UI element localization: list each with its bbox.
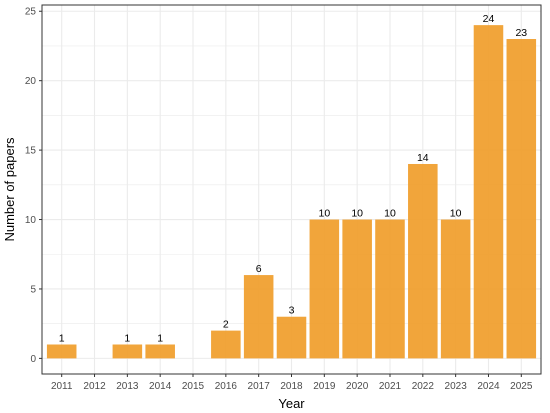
data-labels-group: 1 1 1 2 6 3 10 10 10 14 10 24 23 (59, 13, 528, 344)
x-axis: 2011 2012 2013 2014 2015 2016 2017 2018 2019 2020… (51, 374, 533, 392)
bar-2024 (473, 25, 504, 359)
bar-2011 (46, 344, 77, 359)
data-label-2025: 23 (515, 27, 527, 39)
x-tick-label-2022: 2022 (412, 381, 435, 392)
y-tick-label: 5 (30, 284, 36, 295)
y-tick-label: 0 (30, 354, 36, 365)
bar-2021 (375, 219, 405, 359)
bar-2023 (440, 219, 471, 359)
x-tick-label-2021: 2021 (379, 381, 402, 392)
x-tick-label-2024: 2024 (477, 381, 500, 392)
data-label-2020: 10 (351, 208, 363, 220)
data-label-2018: 3 (289, 305, 295, 317)
x-tick-label-2015: 2015 (182, 381, 205, 392)
bar-2019 (309, 219, 340, 359)
data-label-2013: 1 (124, 332, 130, 344)
y-axis-title: Number of papers (2, 137, 17, 242)
x-tick-label-2012: 2012 (83, 381, 106, 392)
bar-2025 (506, 39, 537, 359)
y-axis: 0 5 10 15 20 25 (25, 7, 42, 365)
data-label-2024: 24 (483, 13, 495, 25)
x-tick-label-2023: 2023 (445, 381, 468, 392)
data-label-2011: 1 (59, 332, 65, 344)
y-tick-label: 15 (25, 146, 37, 157)
x-tick-label-2019: 2019 (313, 381, 336, 392)
y-tick-label: 25 (25, 7, 37, 18)
data-label-2017: 6 (256, 263, 262, 275)
bar-2014 (145, 344, 175, 359)
x-tick-label-2011: 2011 (51, 381, 73, 392)
bar-2018 (276, 316, 307, 359)
bar-2022 (408, 163, 438, 359)
x-tick-label-2013: 2013 (116, 381, 139, 392)
bars-group (46, 25, 537, 359)
x-tick-label-2018: 2018 (280, 381, 303, 392)
x-tick-label-2017: 2017 (248, 381, 271, 392)
data-label-2019: 10 (318, 208, 330, 220)
x-axis-title: Year (278, 396, 305, 411)
x-tick-label-2025: 2025 (510, 381, 533, 392)
data-label-2023: 10 (450, 208, 462, 220)
y-tick-label: 20 (25, 76, 37, 87)
data-label-2014: 1 (157, 332, 163, 344)
x-tick-label-2020: 2020 (346, 381, 369, 392)
bar-2013 (112, 344, 143, 359)
bar-2020 (342, 219, 372, 359)
data-label-2021: 10 (384, 208, 396, 220)
data-label-2022: 14 (417, 152, 429, 164)
x-tick-label-2016: 2016 (215, 381, 238, 392)
data-label-2016: 2 (223, 319, 229, 331)
bar-2016 (211, 330, 241, 359)
y-tick-label: 10 (25, 215, 37, 226)
bar-2017 (243, 275, 274, 359)
x-tick-label-2014: 2014 (149, 381, 172, 392)
